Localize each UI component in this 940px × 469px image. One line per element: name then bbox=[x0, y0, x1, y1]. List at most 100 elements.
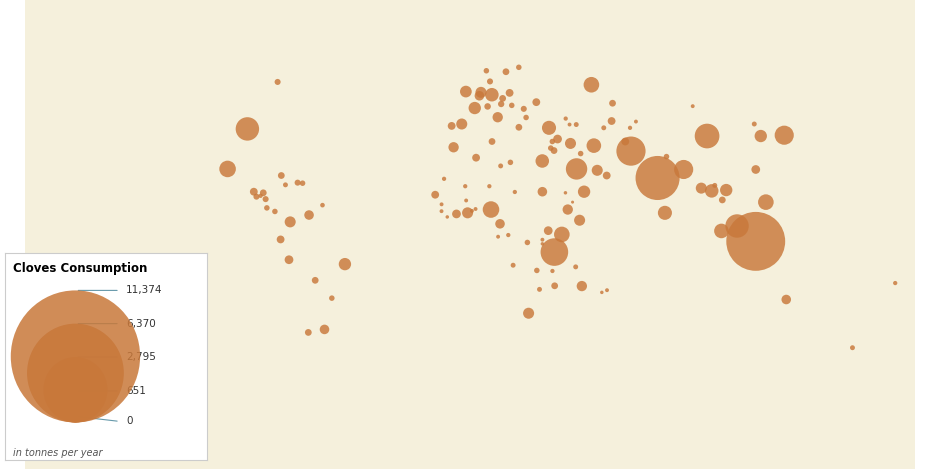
Circle shape bbox=[440, 202, 444, 206]
Circle shape bbox=[258, 194, 263, 198]
Circle shape bbox=[487, 184, 492, 189]
Circle shape bbox=[460, 86, 472, 98]
Circle shape bbox=[515, 124, 523, 131]
Circle shape bbox=[564, 191, 567, 195]
Circle shape bbox=[603, 172, 611, 180]
Circle shape bbox=[489, 138, 495, 145]
Circle shape bbox=[320, 325, 329, 334]
Circle shape bbox=[496, 235, 500, 239]
Ellipse shape bbox=[34, 9, 906, 460]
Circle shape bbox=[551, 282, 558, 289]
Circle shape bbox=[474, 207, 478, 211]
Circle shape bbox=[487, 78, 493, 84]
Circle shape bbox=[584, 77, 599, 92]
Circle shape bbox=[464, 198, 468, 203]
Circle shape bbox=[503, 68, 509, 75]
Circle shape bbox=[447, 122, 456, 130]
Circle shape bbox=[696, 182, 707, 194]
Circle shape bbox=[498, 101, 505, 107]
Circle shape bbox=[300, 181, 306, 186]
Circle shape bbox=[714, 224, 728, 238]
Circle shape bbox=[628, 126, 633, 130]
Circle shape bbox=[485, 88, 498, 101]
Circle shape bbox=[634, 120, 638, 123]
Circle shape bbox=[329, 295, 335, 301]
Circle shape bbox=[60, 391, 91, 423]
Circle shape bbox=[544, 227, 553, 235]
Circle shape bbox=[72, 416, 78, 423]
Circle shape bbox=[259, 189, 267, 196]
Circle shape bbox=[495, 219, 505, 228]
Circle shape bbox=[658, 206, 672, 220]
Circle shape bbox=[758, 194, 774, 210]
Circle shape bbox=[525, 240, 530, 245]
Circle shape bbox=[312, 277, 319, 284]
Circle shape bbox=[574, 215, 585, 226]
Text: 6,370: 6,370 bbox=[126, 318, 156, 329]
Circle shape bbox=[264, 205, 270, 211]
Circle shape bbox=[27, 324, 124, 423]
Circle shape bbox=[551, 147, 557, 154]
Circle shape bbox=[278, 172, 285, 179]
Circle shape bbox=[578, 186, 590, 198]
Circle shape bbox=[470, 209, 474, 213]
Circle shape bbox=[294, 180, 301, 186]
Circle shape bbox=[571, 201, 574, 204]
Circle shape bbox=[720, 184, 732, 196]
Circle shape bbox=[695, 124, 719, 148]
Circle shape bbox=[463, 184, 467, 189]
Circle shape bbox=[484, 103, 491, 110]
FancyBboxPatch shape bbox=[7, 0, 933, 469]
Circle shape bbox=[472, 154, 480, 162]
Circle shape bbox=[305, 210, 314, 220]
Circle shape bbox=[512, 190, 517, 194]
Circle shape bbox=[607, 117, 616, 125]
Circle shape bbox=[532, 98, 540, 106]
Circle shape bbox=[540, 238, 568, 266]
Circle shape bbox=[600, 291, 603, 294]
Circle shape bbox=[713, 183, 717, 188]
Circle shape bbox=[602, 125, 606, 130]
Circle shape bbox=[719, 197, 726, 204]
Circle shape bbox=[523, 308, 534, 319]
Circle shape bbox=[573, 265, 578, 269]
Circle shape bbox=[621, 137, 629, 145]
Circle shape bbox=[283, 182, 288, 187]
Circle shape bbox=[726, 214, 749, 238]
Circle shape bbox=[274, 79, 281, 85]
Circle shape bbox=[476, 87, 487, 98]
Circle shape bbox=[305, 329, 312, 336]
Circle shape bbox=[321, 203, 325, 207]
Circle shape bbox=[554, 227, 570, 242]
Circle shape bbox=[254, 194, 259, 200]
Circle shape bbox=[431, 191, 439, 199]
Text: 11,374: 11,374 bbox=[126, 286, 163, 295]
Circle shape bbox=[751, 165, 760, 174]
Circle shape bbox=[752, 121, 757, 127]
Circle shape bbox=[219, 161, 236, 177]
Circle shape bbox=[510, 263, 515, 268]
Circle shape bbox=[468, 102, 481, 114]
Circle shape bbox=[508, 159, 513, 165]
Circle shape bbox=[705, 184, 718, 197]
Circle shape bbox=[674, 160, 693, 179]
Circle shape bbox=[483, 201, 499, 218]
Circle shape bbox=[273, 209, 277, 214]
Circle shape bbox=[617, 136, 646, 166]
Circle shape bbox=[452, 210, 461, 218]
Circle shape bbox=[516, 65, 522, 70]
Text: 2,795: 2,795 bbox=[126, 352, 156, 362]
Circle shape bbox=[550, 269, 555, 273]
Circle shape bbox=[664, 154, 669, 159]
Circle shape bbox=[609, 100, 616, 106]
Circle shape bbox=[475, 91, 484, 100]
Text: Cloves Consumption: Cloves Consumption bbox=[13, 262, 148, 274]
Circle shape bbox=[691, 104, 695, 108]
Circle shape bbox=[542, 121, 556, 135]
Text: in tonnes per year: in tonnes per year bbox=[13, 448, 102, 458]
Circle shape bbox=[566, 158, 588, 180]
Circle shape bbox=[781, 295, 791, 304]
Circle shape bbox=[276, 235, 285, 243]
Circle shape bbox=[554, 135, 562, 144]
Circle shape bbox=[521, 106, 526, 112]
